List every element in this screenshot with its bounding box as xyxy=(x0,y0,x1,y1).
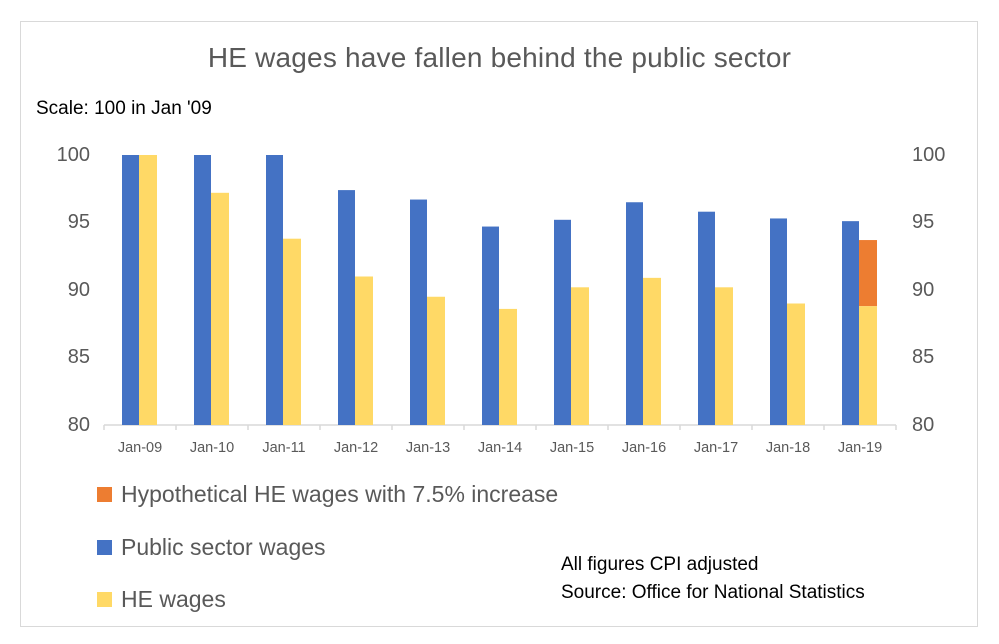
y-tick-right: 100 xyxy=(912,144,946,166)
bar-he-wages xyxy=(211,192,229,425)
y-tick-left: 80 xyxy=(67,414,90,436)
y-tick-right: 85 xyxy=(912,346,935,368)
x-tick-label: Jan-17 xyxy=(693,440,739,456)
y-tick-right: 80 xyxy=(912,414,935,436)
bar-he-wages xyxy=(715,287,733,425)
source-notes: All figures CPI adjusted Source: Office … xyxy=(561,551,865,607)
x-tick-label: Jan-19 xyxy=(837,440,883,456)
chart-title: HE wages have fallen behind the public s… xyxy=(207,42,792,73)
x-tick-label: Jan-18 xyxy=(765,440,811,456)
source-note: Source: Office for National Statistics xyxy=(561,582,865,603)
x-tick-label: Jan-10 xyxy=(189,440,235,456)
x-tick-label: Jan-15 xyxy=(549,440,595,456)
bar-he-wages xyxy=(283,238,301,425)
bar-hypothetical xyxy=(859,240,877,307)
y-tick-left: 95 xyxy=(67,211,90,233)
bar-public-sector xyxy=(122,155,139,425)
bar-public-sector xyxy=(194,155,211,425)
bar-public-sector xyxy=(626,202,643,425)
cpi-note: All figures CPI adjusted xyxy=(561,554,759,575)
bar-he-wages xyxy=(571,287,589,425)
yellow-swatch-icon xyxy=(97,592,112,607)
bar-he-wages xyxy=(643,277,661,425)
y-tick-left: 90 xyxy=(67,279,90,301)
bar-he-wages xyxy=(427,296,445,425)
legend-item-he-wages: HE wages xyxy=(97,586,226,613)
bar-public-sector xyxy=(410,199,427,425)
orange-swatch-icon xyxy=(97,487,112,502)
bar-he-wages xyxy=(139,155,157,425)
legend-label: HE wages xyxy=(121,586,226,612)
bar-he-wages xyxy=(499,308,517,425)
scale-note: Scale: 100 in Jan '09 xyxy=(36,98,212,119)
bar-public-sector xyxy=(698,211,715,425)
y-tick-right: 95 xyxy=(912,211,935,233)
x-tick-label: Jan-14 xyxy=(477,440,523,456)
x-tick-label: Jan-09 xyxy=(117,440,163,456)
bar-public-sector xyxy=(266,155,283,425)
y-tick-right: 90 xyxy=(912,279,935,301)
x-tick-label: Jan-16 xyxy=(621,440,667,456)
legend-label: Hypothetical HE wages with 7.5% increase xyxy=(121,481,559,507)
bar-he-wages xyxy=(355,276,373,425)
bar-public-sector xyxy=(770,218,787,425)
blue-swatch-icon xyxy=(97,540,112,555)
legend-item-public-sector: Public sector wages xyxy=(97,534,326,561)
bar-public-sector xyxy=(338,190,355,425)
bar-he-wages xyxy=(859,306,877,425)
legend-item-hypothetical: Hypothetical HE wages with 7.5% increase xyxy=(97,481,558,508)
bar-public-sector xyxy=(554,219,571,425)
y-tick-left: 85 xyxy=(67,346,90,368)
x-tick-label: Jan-11 xyxy=(262,440,306,456)
bar-public-sector xyxy=(842,221,859,425)
x-tick-label: Jan-13 xyxy=(405,440,451,456)
y-tick-left: 100 xyxy=(56,144,90,166)
bar-public-sector xyxy=(482,226,499,425)
legend-label: Public sector wages xyxy=(121,534,326,560)
bar-he-wages xyxy=(787,303,805,425)
x-tick-label: Jan-12 xyxy=(333,440,379,456)
